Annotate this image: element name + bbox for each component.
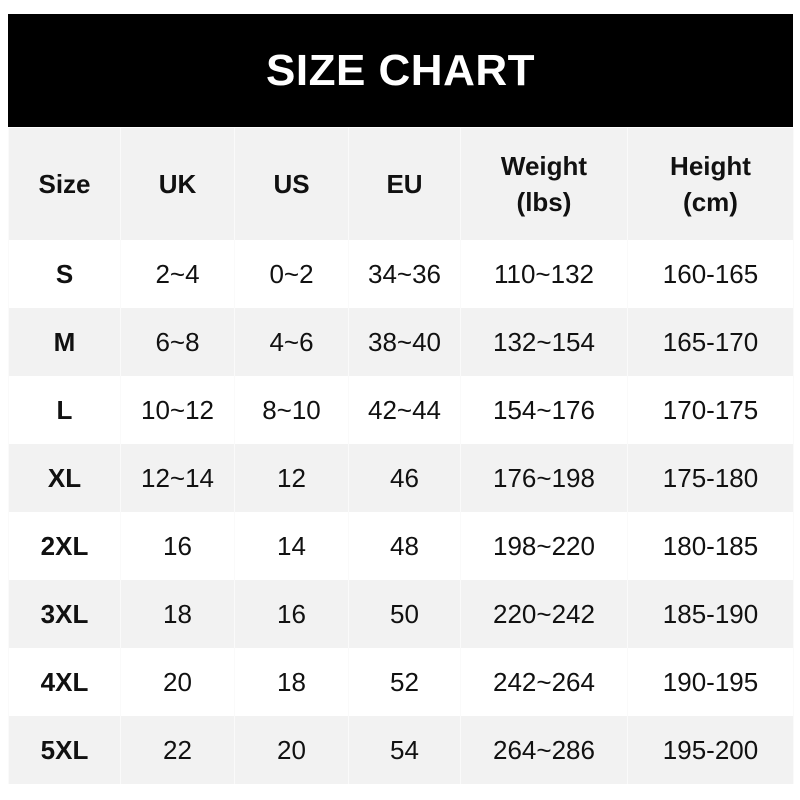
cell-weight: 110~132 <box>460 240 628 308</box>
column-header-label: Size <box>38 169 91 199</box>
column-header-label: Weight <box>500 151 588 181</box>
cell-us: 20 <box>234 716 349 784</box>
cell-eu: 46 <box>348 444 461 512</box>
cell-uk: 16 <box>120 512 235 580</box>
table-row: L 10~12 8~10 42~44 154~176 170-175 <box>8 376 794 444</box>
cell-height: 180-185 <box>627 512 794 580</box>
table-row: S 2~4 0~2 34~36 110~132 160-165 <box>8 240 794 308</box>
column-header-label: (cm) <box>683 187 738 217</box>
cell-us: 0~2 <box>234 240 349 308</box>
column-header-uk: UK <box>120 128 235 240</box>
cell-size: S <box>8 240 121 308</box>
cell-weight: 198~220 <box>460 512 628 580</box>
cell-weight: 220~242 <box>460 580 628 648</box>
cell-us: 4~6 <box>234 308 349 376</box>
column-header-label: Height <box>670 151 751 181</box>
column-header-label: (lbs) <box>516 187 572 217</box>
column-header-label: US <box>273 169 310 199</box>
column-header-label: EU <box>386 169 423 199</box>
column-header-us: US <box>234 128 349 240</box>
cell-height: 170-175 <box>627 376 794 444</box>
table-row: 2XL 16 14 48 198~220 180-185 <box>8 512 794 580</box>
cell-eu: 50 <box>348 580 461 648</box>
cell-uk: 18 <box>120 580 235 648</box>
header-row: Size UK US EU Weight (lbs) Height (cm) <box>8 128 794 240</box>
cell-weight: 154~176 <box>460 376 628 444</box>
size-chart-table: Size UK US EU Weight (lbs) Height (cm) S 2~4 0~2 3… <box>8 128 794 784</box>
cell-uk: 22 <box>120 716 235 784</box>
cell-eu: 34~36 <box>348 240 461 308</box>
column-header-height: Height (cm) <box>627 128 794 240</box>
cell-size: 4XL <box>8 648 121 716</box>
cell-height: 195-200 <box>627 716 794 784</box>
cell-height: 160-165 <box>627 240 794 308</box>
size-chart-title: SIZE CHART <box>8 14 793 127</box>
cell-uk: 20 <box>120 648 235 716</box>
cell-eu: 38~40 <box>348 308 461 376</box>
cell-size: XL <box>8 444 121 512</box>
cell-size: L <box>8 376 121 444</box>
cell-weight: 132~154 <box>460 308 628 376</box>
cell-us: 14 <box>234 512 349 580</box>
table-row: 4XL 20 18 52 242~264 190-195 <box>8 648 794 716</box>
cell-height: 175-180 <box>627 444 794 512</box>
cell-eu: 52 <box>348 648 461 716</box>
column-header-label: UK <box>158 169 197 199</box>
cell-us: 16 <box>234 580 349 648</box>
cell-height: 190-195 <box>627 648 794 716</box>
cell-height: 185-190 <box>627 580 794 648</box>
cell-weight: 242~264 <box>460 648 628 716</box>
cell-us: 18 <box>234 648 349 716</box>
cell-weight: 264~286 <box>460 716 628 784</box>
table-row: 3XL 18 16 50 220~242 185-190 <box>8 580 794 648</box>
cell-size: 2XL <box>8 512 121 580</box>
cell-size: 3XL <box>8 580 121 648</box>
cell-uk: 2~4 <box>120 240 235 308</box>
cell-us: 12 <box>234 444 349 512</box>
cell-us: 8~10 <box>234 376 349 444</box>
cell-size: M <box>8 308 121 376</box>
column-header-size: Size <box>8 128 121 240</box>
table-row: XL 12~14 12 46 176~198 175-180 <box>8 444 794 512</box>
column-header-weight: Weight (lbs) <box>460 128 628 240</box>
cell-size: 5XL <box>8 716 121 784</box>
cell-eu: 48 <box>348 512 461 580</box>
cell-uk: 10~12 <box>120 376 235 444</box>
cell-uk: 12~14 <box>120 444 235 512</box>
column-header-eu: EU <box>348 128 461 240</box>
cell-eu: 42~44 <box>348 376 461 444</box>
cell-uk: 6~8 <box>120 308 235 376</box>
cell-height: 165-170 <box>627 308 794 376</box>
cell-weight: 176~198 <box>460 444 628 512</box>
cell-eu: 54 <box>348 716 461 784</box>
table-row: M 6~8 4~6 38~40 132~154 165-170 <box>8 308 794 376</box>
table-row: 5XL 22 20 54 264~286 195-200 <box>8 716 794 784</box>
